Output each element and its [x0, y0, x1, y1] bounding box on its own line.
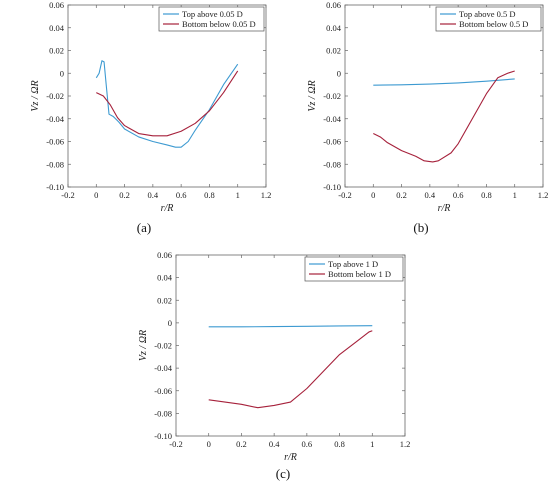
x-axis-label: r/R [161, 203, 174, 214]
y-tick-label: -0.08 [46, 159, 64, 169]
y-tick-label: -0.10 [154, 431, 172, 441]
x-tick-label: 0.6 [453, 190, 464, 200]
legend-box [304, 256, 404, 282]
series-line-0 [373, 78, 515, 86]
y-axis-label: Vz / ΩR [30, 80, 41, 111]
series-line-0 [208, 325, 373, 328]
x-tick-label: 0.4 [425, 190, 436, 200]
y-tick-label: 0.06 [157, 250, 172, 260]
y-tick-label: -0.06 [154, 386, 172, 396]
x-tick-label: -0.2 [338, 190, 351, 200]
x-tick-label: 0.2 [119, 190, 130, 200]
x-tick-label: 0.6 [302, 439, 313, 449]
x-tick-label: 1 [370, 439, 374, 449]
y-tick-label: -0.04 [46, 114, 64, 124]
y-tick-label: 0.04 [157, 273, 173, 283]
y-tick-label: -0.06 [323, 137, 341, 147]
legend-label-0: Top above 0.05 D [182, 9, 243, 19]
x-tick-label: 1 [513, 190, 517, 200]
x-tick-label: 0.2 [236, 439, 247, 449]
x-tick-label: 0.4 [148, 190, 159, 200]
y-axis-label: Vz / ΩR [138, 330, 149, 361]
panel-caption: (a) [137, 220, 151, 235]
y-tick-label: -0.02 [46, 91, 64, 101]
series-line-0 [95, 60, 239, 148]
x-tick-label: 0.8 [481, 190, 492, 200]
y-tick-label: 0.02 [49, 46, 64, 56]
x-tick-label: 0.6 [176, 190, 187, 200]
chart-panel-1: -0.2 0 0.2 0.4 0.6 0.8 1 1.2 0.06 0.04 0.02 0 -0.02 -… [307, 0, 548, 235]
legend-label-0: Top above 1 D [328, 259, 378, 269]
legend-box [435, 6, 542, 32]
series-line-1 [373, 70, 515, 163]
legend-label-0: Top above 0.5 D [459, 9, 516, 19]
x-axis-label: r/R [438, 203, 451, 214]
x-tick-label: 0 [207, 439, 211, 449]
y-tick-label: 0 [337, 68, 341, 78]
y-tick-label: -0.08 [154, 408, 172, 418]
y-tick-label: -0.04 [323, 114, 341, 124]
y-tick-label: -0.10 [323, 182, 341, 192]
x-tick-label: 0.2 [396, 190, 407, 200]
x-tick-label: -0.2 [61, 190, 74, 200]
y-tick-label: 0 [60, 68, 64, 78]
y-tick-label: -0.02 [323, 91, 341, 101]
y-tick-label: 0 [168, 318, 172, 328]
y-tick-label: 0.06 [49, 0, 64, 10]
y-axis-label: Vz / ΩR [307, 80, 318, 111]
y-tick-label: 0.06 [326, 0, 341, 10]
x-tick-label: 0 [371, 190, 375, 200]
y-tick-label: -0.06 [46, 137, 64, 147]
y-tick-label: -0.02 [154, 341, 172, 351]
x-tick-label: 1.2 [400, 439, 411, 449]
plot-frame [175, 254, 406, 437]
y-tick-label: -0.10 [46, 182, 64, 192]
series-line-1 [208, 330, 373, 409]
y-tick-label: -0.04 [154, 363, 172, 373]
legend-box [158, 6, 265, 32]
legend-label-1: Bottom below 0.5 D [459, 19, 528, 29]
series-line-1 [96, 70, 239, 137]
plot-frame [67, 4, 267, 188]
y-tick-label: 0.02 [157, 295, 172, 305]
y-tick-label: 0.04 [326, 23, 342, 33]
y-tick-label: -0.08 [323, 159, 341, 169]
x-tick-label: -0.2 [169, 439, 182, 449]
x-tick-label: 0.4 [269, 439, 280, 449]
x-tick-label: 1.2 [261, 190, 272, 200]
y-tick-label: 0.04 [49, 23, 65, 33]
chart-panel-0: -0.2 0 0.2 0.4 0.6 0.8 1 1.2 0.06 0.04 0.02 0 -0.02 -… [30, 0, 271, 235]
y-tick-label: 0.02 [326, 46, 341, 56]
x-axis-label: r/R [284, 452, 297, 463]
x-tick-label: 1 [236, 190, 240, 200]
x-tick-label: 0 [94, 190, 98, 200]
x-tick-label: 0.8 [334, 439, 345, 449]
x-tick-label: 1.2 [538, 190, 549, 200]
panel-caption: (b) [413, 220, 428, 235]
legend-label-1: Bottom below 0.05 D [182, 19, 256, 29]
plot-frame [344, 4, 544, 188]
panel-caption: (c) [276, 466, 290, 481]
x-tick-label: 0.8 [204, 190, 215, 200]
chart-panel-2: -0.2 0 0.2 0.4 0.6 0.8 1 1.2 0.06 0.04 0.02 0 -0.02 -… [138, 250, 410, 481]
legend-label-1: Bottom below 1 D [328, 269, 391, 279]
